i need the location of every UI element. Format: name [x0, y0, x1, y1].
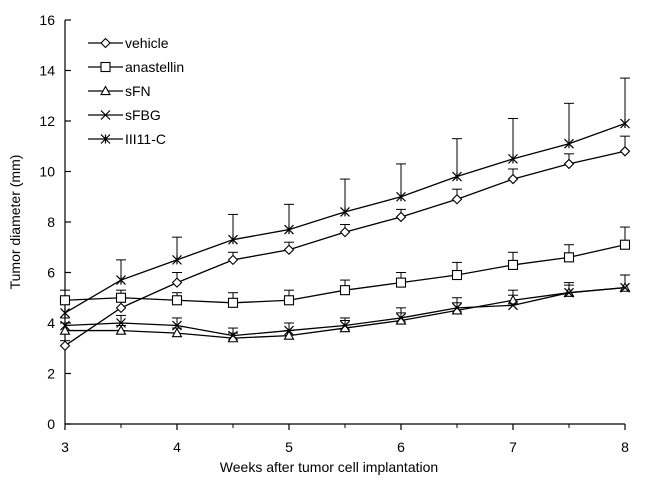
data-point — [171, 327, 183, 338]
data-point — [283, 244, 295, 256]
data-point — [452, 171, 462, 182]
data-point — [452, 302, 462, 313]
data-point — [339, 285, 351, 296]
legend-item: anastellin — [88, 59, 184, 75]
data-point — [115, 302, 127, 314]
series-III11-C — [60, 118, 630, 318]
data-point — [116, 275, 126, 285]
data-point — [283, 329, 295, 340]
data-point — [100, 134, 111, 144]
data-point — [115, 292, 127, 303]
plot-area — [59, 77, 631, 352]
y-ticks: 0 2 4 6 8 10 12 14 16 — [39, 12, 71, 432]
data-point — [395, 277, 407, 288]
x-axis-title: Weeks after tumor cell implantation — [220, 459, 438, 475]
legend-label: III11-C — [125, 131, 166, 147]
data-point — [227, 297, 239, 308]
data-point — [100, 37, 111, 49]
legend-label: vehicle — [125, 35, 169, 51]
data-point — [620, 118, 630, 129]
y-tick-label: 10 — [39, 164, 55, 180]
series-anastellin — [59, 239, 631, 308]
data-point — [339, 226, 351, 238]
x-axis: 3 4 5 6 7 8 — [61, 423, 629, 455]
data-point — [227, 254, 239, 266]
data-point — [507, 294, 519, 305]
data-point — [100, 61, 111, 73]
legend-label: sFBG — [125, 107, 161, 123]
x-tick-label: 3 — [61, 439, 69, 455]
x-tick-label: 8 — [621, 439, 629, 455]
data-point — [59, 324, 71, 335]
series-sFBG — [60, 282, 630, 341]
y-axis: 0 2 4 6 8 10 12 14 16 — [39, 12, 71, 432]
data-point — [340, 206, 350, 217]
data-point — [100, 85, 111, 96]
data-point — [563, 252, 575, 263]
data-point — [100, 110, 111, 120]
y-tick-label: 12 — [39, 113, 55, 129]
data-point — [60, 307, 70, 318]
data-point — [59, 295, 71, 306]
data-point — [564, 287, 574, 298]
error-bars-III11-C — [60, 77, 630, 313]
legend-item: sFN — [88, 83, 151, 99]
x-tick-label: 5 — [285, 439, 293, 455]
data-point — [60, 320, 70, 331]
x-ticks: 3 4 5 6 7 8 — [61, 424, 629, 455]
data-point — [172, 254, 182, 265]
error-bars-vehicle — [60, 135, 630, 346]
y-tick-label: 0 — [47, 416, 55, 432]
data-point — [620, 282, 630, 293]
data-point — [116, 318, 126, 328]
data-point — [396, 191, 406, 202]
legend-label: anastellin — [125, 59, 184, 75]
data-point — [283, 295, 295, 306]
y-axis-title: Tumor diameter (mm) — [7, 155, 23, 290]
data-point — [508, 153, 518, 164]
y-tick-label: 16 — [39, 12, 55, 28]
data-point — [451, 193, 463, 205]
data-point — [284, 325, 294, 336]
series-vehicle — [59, 146, 631, 352]
x-tick-label: 6 — [397, 439, 405, 455]
data-point — [171, 295, 183, 306]
legend-label: sFN — [125, 83, 151, 99]
data-point — [396, 313, 406, 323]
data-point — [228, 234, 238, 245]
data-point — [172, 320, 182, 331]
data-point — [115, 324, 127, 335]
data-point — [395, 211, 407, 223]
data-point — [228, 330, 238, 341]
y-tick-label: 14 — [39, 63, 55, 79]
data-point — [508, 300, 518, 311]
legend-item: sFBG — [88, 107, 161, 123]
data-point — [59, 340, 71, 352]
data-point — [563, 158, 575, 170]
data-point — [451, 269, 463, 281]
data-point — [564, 138, 574, 149]
data-point — [507, 259, 519, 270]
legend-item: III11-C — [88, 131, 166, 147]
x-tick-label: 7 — [509, 439, 517, 455]
y-tick-label: 4 — [47, 315, 55, 331]
legend: vehicle anastellin sFN sFBG III11-C — [88, 35, 184, 147]
y-tick-label: 6 — [47, 265, 55, 281]
data-point — [340, 320, 350, 331]
x-tick-label: 4 — [173, 439, 181, 455]
data-point — [171, 277, 183, 288]
legend-item: vehicle — [88, 35, 169, 51]
data-point — [507, 173, 519, 185]
data-point — [284, 224, 294, 235]
y-tick-label: 8 — [47, 214, 55, 230]
y-tick-label: 2 — [47, 366, 55, 382]
data-point — [619, 239, 631, 250]
data-point — [619, 146, 631, 157]
